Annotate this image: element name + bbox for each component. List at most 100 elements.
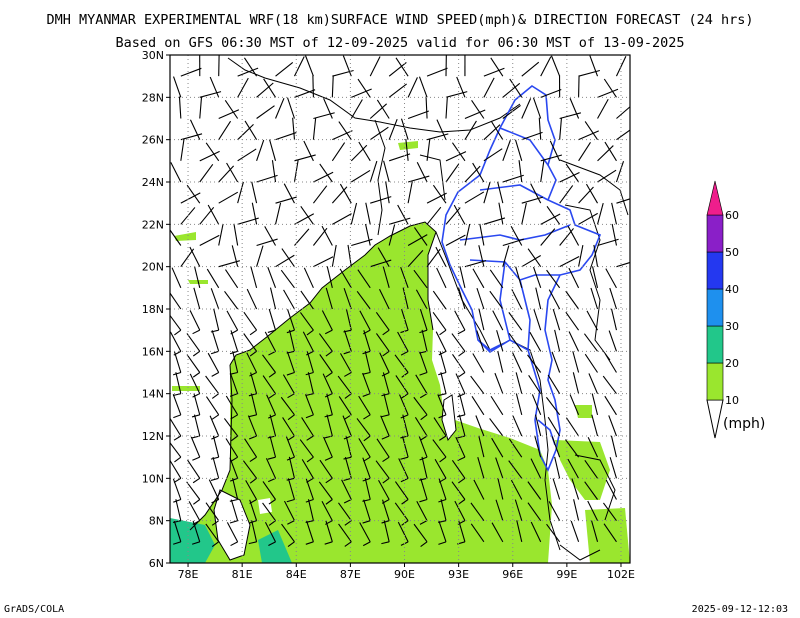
wind-barb	[210, 308, 220, 333]
wind-barb	[321, 225, 333, 246]
wind-barb	[199, 91, 222, 98]
wind-barb	[603, 78, 617, 98]
wind-barb	[362, 372, 371, 397]
wind-barb	[369, 160, 378, 183]
wind-barb	[305, 499, 314, 524]
wind-barb	[546, 205, 561, 225]
y-tick-label: 26N	[142, 134, 164, 147]
wind-speed-shading	[398, 141, 418, 150]
colorbar-low-end	[706, 399, 724, 439]
wind-barb	[377, 247, 390, 267]
wind-barb	[381, 393, 390, 418]
wind-barb	[534, 435, 542, 458]
wind-barb	[172, 394, 182, 419]
wind-barb	[225, 438, 239, 462]
wind-barb	[585, 183, 599, 204]
y-tick-label: 20N	[142, 261, 164, 274]
wind-barb	[262, 375, 276, 399]
colorbar-swatch	[706, 288, 724, 327]
wind-barb	[616, 261, 630, 268]
wind-barb	[551, 436, 561, 458]
wind-barb	[338, 502, 352, 526]
wind-barb	[438, 520, 447, 545]
wind-barb	[224, 269, 239, 289]
wind-barb	[242, 460, 258, 484]
wind-barb	[567, 225, 580, 246]
wind-barb	[397, 204, 409, 225]
wind-barb	[264, 331, 277, 356]
colorbar-swatch	[706, 362, 724, 401]
wind-barb	[229, 477, 239, 502]
wind-barb	[604, 141, 617, 162]
wind-speed-shading	[170, 222, 552, 563]
wind-barb	[229, 350, 239, 375]
wind-barb	[540, 56, 552, 77]
wind-barb	[615, 160, 625, 183]
wind-barb	[190, 436, 201, 461]
wind-barb	[413, 269, 428, 289]
wind-barb	[381, 499, 390, 524]
wind-barb	[319, 354, 333, 378]
wind-barb	[304, 394, 314, 419]
wind-barb	[438, 499, 447, 524]
wind-barb	[324, 520, 333, 545]
x-tick-label: 90E	[394, 568, 415, 581]
wind-map: 78E 81E 84E 87E 90E 93E 96E 99E 102E 6N 8N 10N 12N 14…	[142, 49, 766, 581]
wind-barb	[502, 174, 524, 183]
wind-barb	[342, 55, 352, 77]
wind-speed-shading	[174, 232, 196, 241]
wind-barb	[495, 457, 504, 479]
wind-barb	[180, 133, 203, 141]
wind-barb	[381, 520, 390, 545]
wind-barb	[608, 330, 617, 352]
wind-barb	[538, 117, 542, 140]
wind-barb	[362, 499, 371, 524]
wind-barb	[546, 523, 561, 543]
wind-barb	[385, 181, 390, 204]
wind-barb	[218, 223, 224, 246]
wind-barb	[609, 457, 617, 479]
wind-barb	[548, 501, 561, 521]
wind-barb	[375, 460, 390, 484]
wind-barb	[370, 259, 392, 268]
wind-barb	[609, 287, 617, 310]
wind-barb	[596, 202, 604, 225]
wind-barb	[584, 353, 598, 373]
wind-barb	[483, 67, 505, 77]
wind-barb	[251, 181, 258, 204]
wind-barb	[338, 523, 352, 547]
wind-barb	[343, 288, 352, 310]
wind-barb	[521, 98, 532, 119]
wind-barb	[464, 120, 477, 140]
wind-barb	[199, 163, 214, 183]
wind-barb	[478, 245, 485, 267]
wind-speed-shading	[575, 405, 592, 418]
wind-barb	[248, 520, 258, 545]
wind-barb	[407, 77, 418, 98]
y-tick-label: 10N	[142, 472, 164, 485]
wind-barb	[358, 141, 371, 162]
wind-barb	[433, 417, 447, 441]
y-tick-label: 24N	[142, 176, 164, 189]
y-tick-label: 16N	[142, 345, 164, 358]
colorbar-high-end	[706, 180, 724, 216]
wind-barb	[471, 396, 485, 416]
land-patch	[442, 395, 456, 440]
wind-barb	[331, 75, 334, 98]
wind-barb	[608, 415, 617, 437]
wind-barb	[426, 192, 447, 204]
wind-barb	[432, 312, 447, 336]
wind-barb	[518, 160, 523, 183]
colorbar-label: 60	[725, 209, 739, 222]
wind-barb	[502, 245, 510, 267]
wind-barb	[351, 169, 371, 183]
wind-barb	[256, 238, 278, 247]
wind-barb	[299, 312, 314, 336]
wind-barb	[457, 414, 466, 439]
wind-barb	[207, 204, 220, 225]
wind-barb	[533, 266, 542, 289]
wind-barbs	[170, 55, 630, 548]
wind-barb	[464, 191, 485, 204]
wind-barb	[264, 226, 277, 246]
wind-barb	[365, 202, 371, 225]
